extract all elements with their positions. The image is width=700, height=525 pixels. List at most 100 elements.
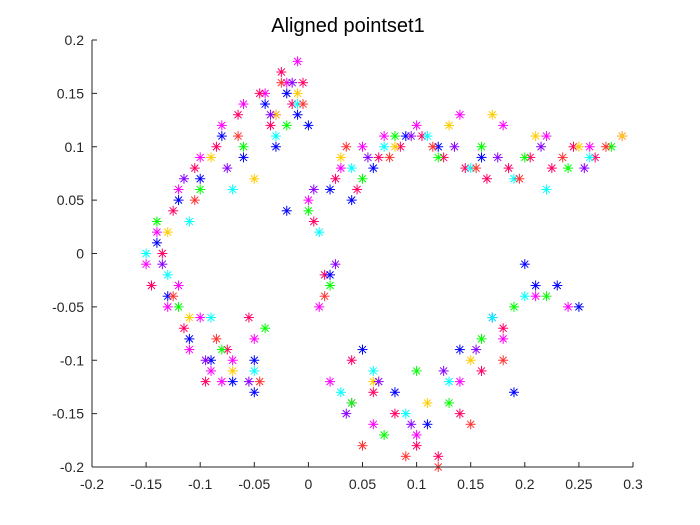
data-point	[281, 205, 292, 216]
data-point	[325, 184, 336, 195]
y-tick-label: -0.05	[52, 299, 84, 315]
data-point	[389, 141, 400, 152]
data-point	[216, 120, 227, 131]
data-point	[389, 408, 400, 419]
data-point	[411, 429, 422, 440]
data-point	[498, 323, 509, 334]
data-point	[157, 259, 168, 270]
data-point	[243, 376, 254, 387]
data-point	[476, 141, 487, 152]
data-point	[173, 195, 184, 206]
data-point	[325, 376, 336, 387]
data-point	[471, 163, 482, 174]
data-point	[379, 131, 390, 142]
data-point	[162, 227, 173, 238]
data-point	[411, 440, 422, 451]
data-point	[422, 419, 433, 430]
data-point	[541, 291, 552, 302]
x-tick-label: -0.15	[130, 476, 162, 492]
data-point	[249, 355, 260, 366]
data-point	[357, 440, 368, 451]
data-point	[211, 333, 222, 344]
y-tick-label: 0.05	[57, 192, 84, 208]
data-point	[206, 312, 217, 323]
data-point	[498, 333, 509, 344]
data-point	[476, 333, 487, 344]
data-point	[227, 376, 238, 387]
y-tick-label: -0.15	[52, 406, 84, 422]
x-tick-label: 0	[305, 476, 313, 492]
x-tick-label: 0.15	[457, 476, 484, 492]
data-point	[444, 120, 455, 131]
chart-title: Aligned pointset1	[271, 15, 424, 37]
x-tick-label: -0.05	[238, 476, 270, 492]
data-point	[411, 120, 422, 131]
data-point	[487, 312, 498, 323]
data-point	[460, 163, 471, 174]
data-point	[514, 173, 525, 184]
data-point	[151, 227, 162, 238]
x-tick-label: 0.05	[349, 476, 376, 492]
data-point	[433, 152, 444, 163]
data-point	[173, 280, 184, 291]
data-point	[346, 195, 357, 206]
data-point	[184, 216, 195, 227]
data-point	[357, 173, 368, 184]
data-point	[352, 184, 363, 195]
data-point	[487, 109, 498, 120]
data-point	[568, 141, 579, 152]
data-point	[379, 141, 390, 152]
x-axis-ticks: -0.2 -0.15 -0.1 -0.05 0 0.05 0.1 0.15 0.2 0.25 0.3	[80, 462, 643, 492]
data-point	[276, 67, 287, 78]
data-point	[314, 301, 325, 312]
data-point	[357, 344, 368, 355]
data-point	[530, 131, 541, 142]
data-point	[184, 333, 195, 344]
y-tick-label: -0.1	[60, 352, 84, 368]
data-point	[189, 163, 200, 174]
data-point	[600, 141, 611, 152]
data-point	[168, 291, 179, 302]
data-point	[249, 365, 260, 376]
data-point	[406, 131, 417, 142]
data-point	[519, 152, 530, 163]
data-point	[492, 152, 503, 163]
data-point	[162, 301, 173, 312]
data-point	[216, 131, 227, 142]
data-point	[292, 88, 303, 99]
data-point	[519, 259, 530, 270]
data-point	[325, 280, 336, 291]
data-point	[151, 216, 162, 227]
data-point	[178, 173, 189, 184]
data-point	[357, 141, 368, 152]
data-point	[335, 163, 346, 174]
data-point	[254, 88, 265, 99]
data-point	[481, 173, 492, 184]
data-point	[552, 280, 563, 291]
data-point	[162, 269, 173, 280]
data-point	[330, 259, 341, 270]
data-point	[270, 141, 281, 152]
data-point	[303, 205, 314, 216]
data-point	[227, 365, 238, 376]
data-point	[222, 163, 233, 174]
data-point	[454, 408, 465, 419]
data-point	[454, 376, 465, 387]
data-point	[465, 163, 476, 174]
y-tick-label: 0.15	[57, 85, 84, 101]
data-point	[444, 376, 455, 387]
data-point	[195, 312, 206, 323]
data-point	[346, 397, 357, 408]
data-point	[368, 365, 379, 376]
data-point	[476, 365, 487, 376]
data-point	[265, 109, 276, 120]
data-point	[168, 205, 179, 216]
x-tick-label: 0.2	[515, 476, 535, 492]
data-point	[617, 131, 628, 142]
data-point	[368, 419, 379, 430]
x-tick-label: -0.2	[80, 476, 104, 492]
data-point	[379, 429, 390, 440]
data-point	[573, 141, 584, 152]
data-point	[238, 141, 249, 152]
